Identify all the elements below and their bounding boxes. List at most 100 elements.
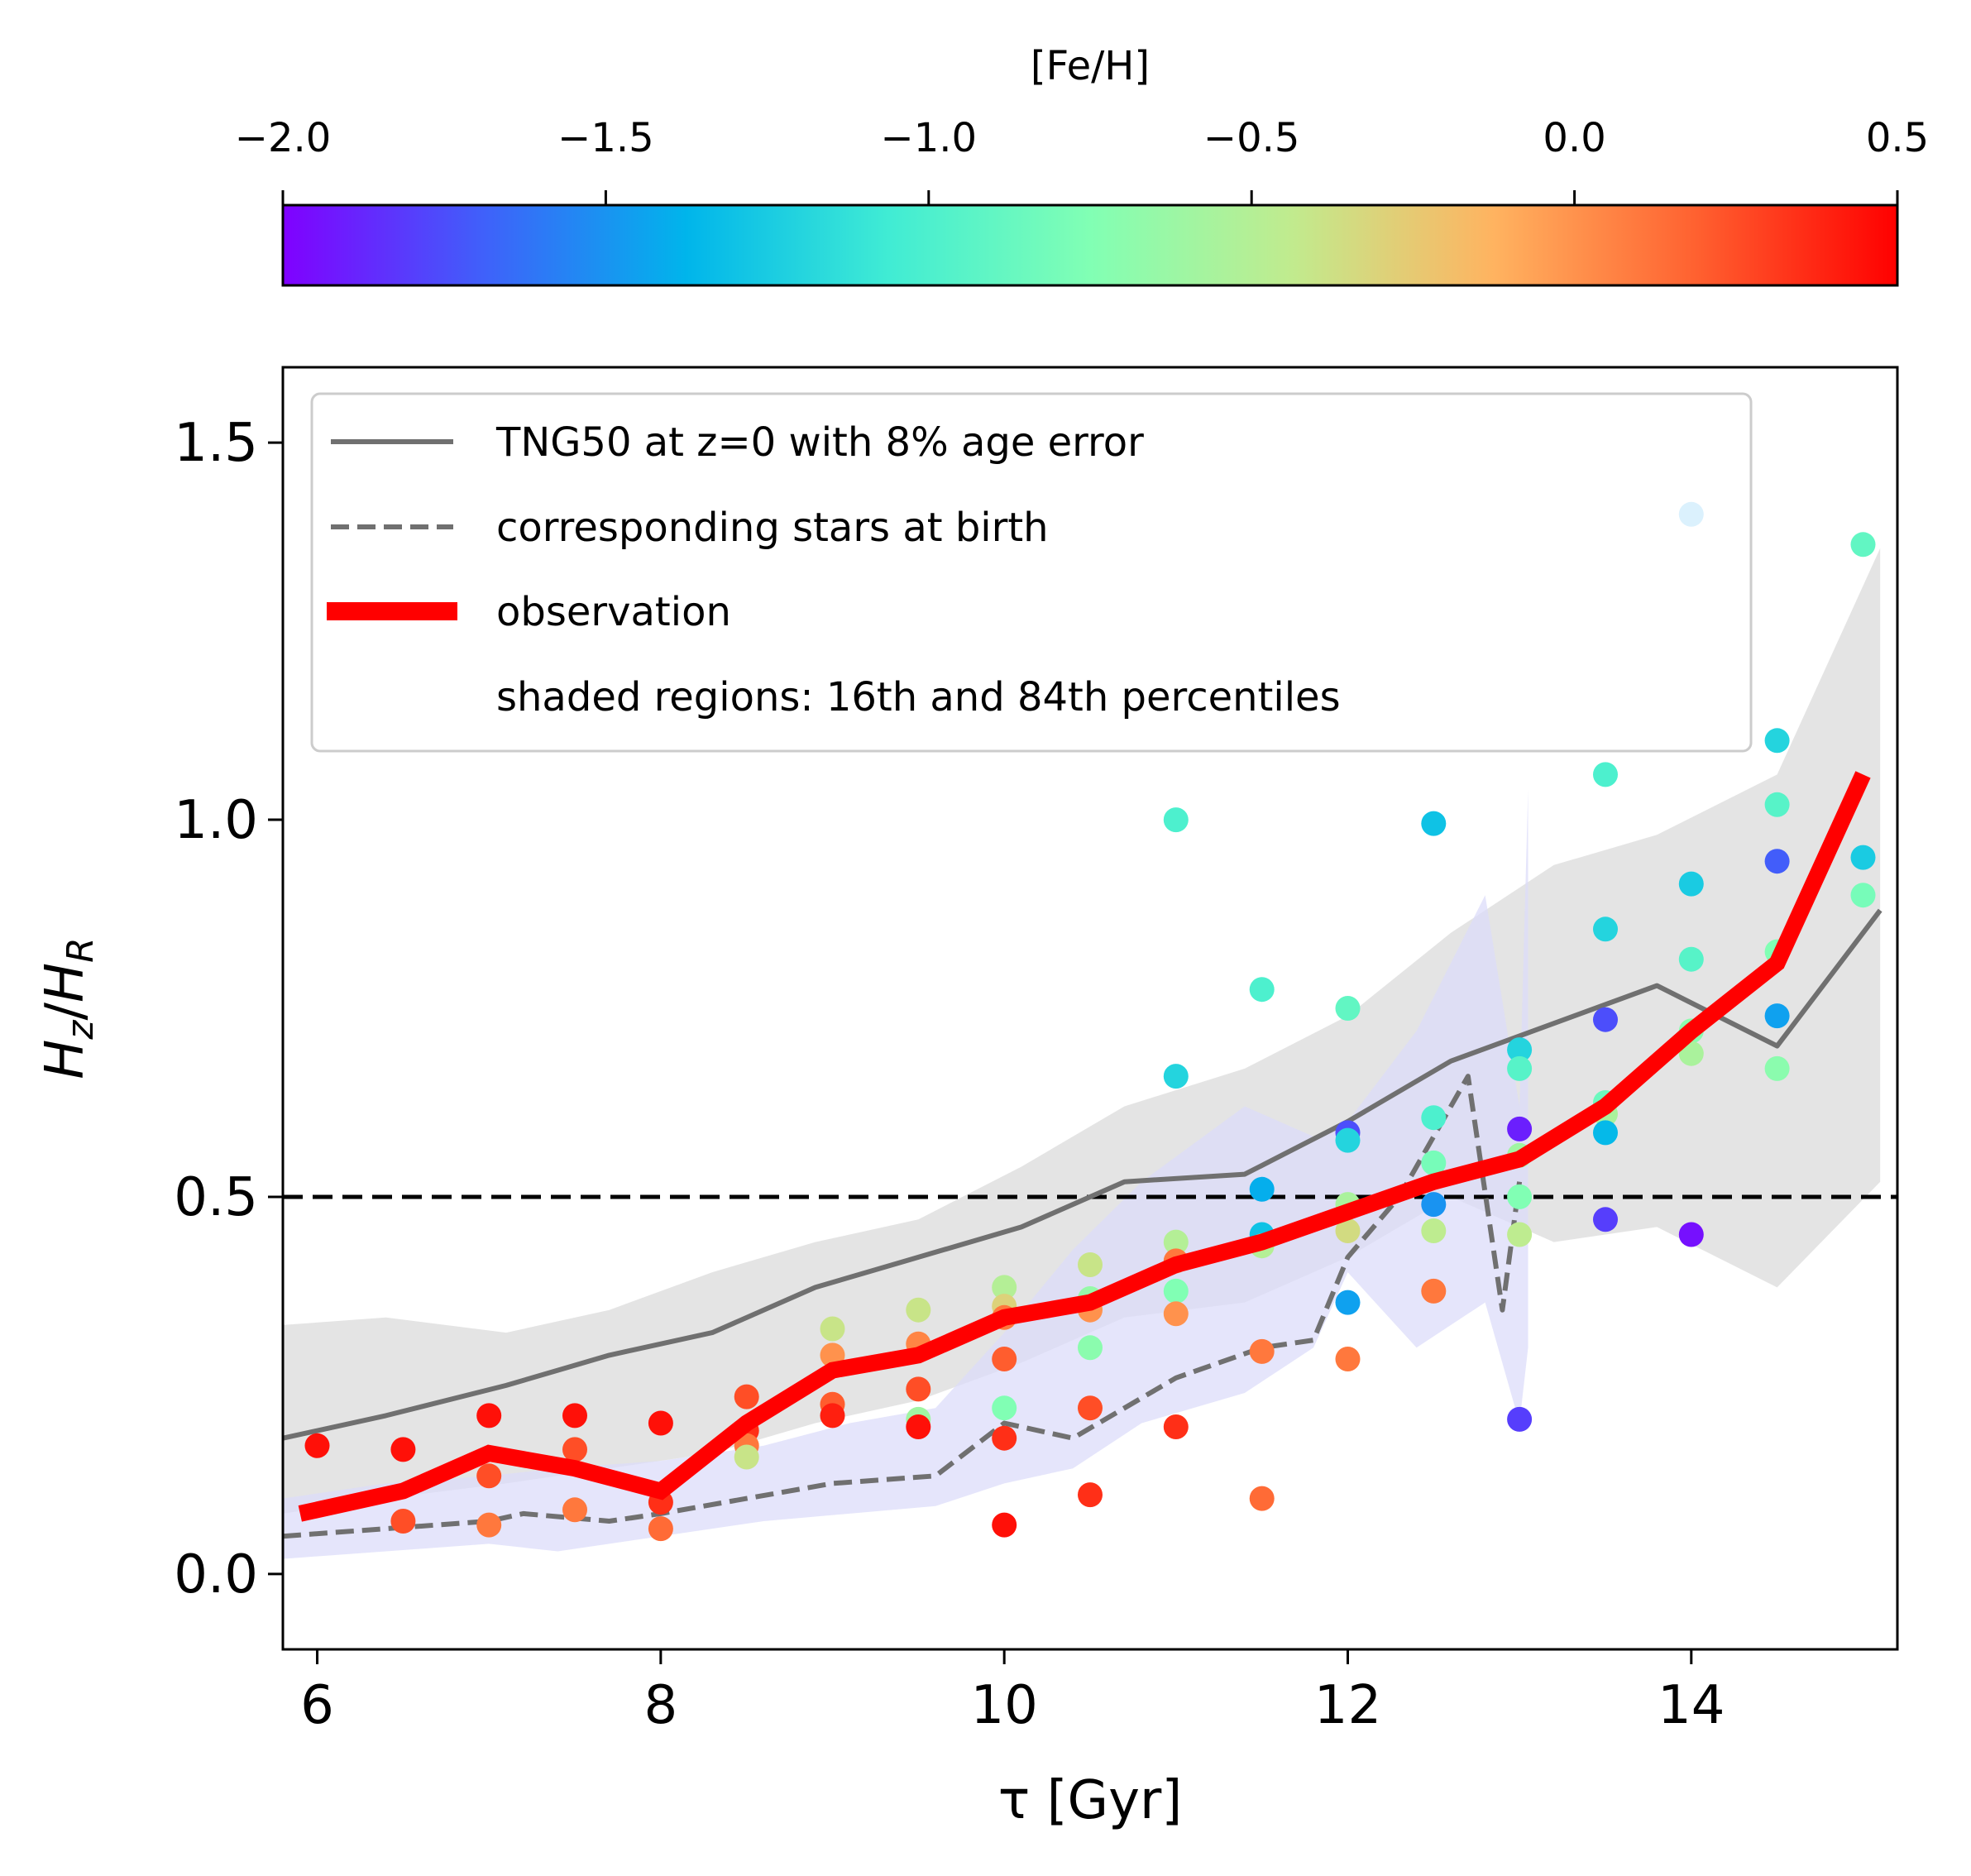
scatter-point <box>1421 1150 1447 1175</box>
scatter-point <box>562 1403 587 1429</box>
observation-line <box>298 771 1871 1522</box>
y-tick-label: 1.5 <box>174 413 258 474</box>
scatter-point <box>906 1297 931 1323</box>
scatter-point <box>1163 1278 1189 1304</box>
scatter-point <box>1593 1207 1618 1232</box>
legend-label-birth: corresponding stars at birth <box>496 505 1049 551</box>
scatter-point <box>648 1410 673 1436</box>
scatter-point <box>562 1437 587 1462</box>
scatter-point <box>734 1384 759 1409</box>
y-axis-label-sub-r: R <box>60 937 102 963</box>
scatter-point <box>1593 1120 1618 1146</box>
scatter-point <box>1421 1105 1447 1131</box>
scatter-point <box>906 1376 931 1402</box>
x-tick-label: 10 <box>970 1675 1037 1736</box>
scatter-point <box>1078 1335 1103 1361</box>
colorbar-tick-label: −1.5 <box>557 115 654 161</box>
scatter-point <box>1507 1406 1533 1432</box>
y-axis-label-sub-z: z <box>60 1020 102 1041</box>
scatter-point <box>390 1437 416 1462</box>
scatter-point <box>476 1463 502 1489</box>
colorbar: [Fe/H] −2.0 −1.5 −1.0 −0.5 0.0 0.5 <box>235 43 1929 287</box>
scatter-point <box>1249 977 1275 1003</box>
scatter-point <box>1507 1037 1533 1063</box>
colorbar-tick-label: −2.0 <box>235 115 332 161</box>
scatter-point <box>1764 728 1790 754</box>
colorbar-label: [Fe/H] <box>1031 43 1150 89</box>
scatter-point <box>562 1497 587 1523</box>
x-tick-label: 12 <box>1314 1675 1381 1736</box>
scatter-point <box>1249 1486 1275 1511</box>
scatter-point <box>820 1403 845 1429</box>
scatter-point <box>1335 996 1361 1021</box>
scatter-point <box>1078 1482 1103 1508</box>
scatter-point <box>1764 849 1790 874</box>
scatter-point <box>1507 1116 1533 1141</box>
scatter-point <box>1850 532 1876 558</box>
x-axis-label: τ [Gyr] <box>998 1770 1183 1831</box>
scatter-point <box>1850 845 1876 870</box>
scatter-point <box>476 1512 502 1538</box>
scatter-point <box>1507 1222 1533 1247</box>
scatter-point <box>734 1444 759 1470</box>
scatter-point <box>1421 1192 1447 1218</box>
colorbar-gradient <box>281 203 1899 287</box>
scatter-point <box>992 1395 1017 1421</box>
x-tick-label: 6 <box>300 1675 334 1736</box>
scatter-point <box>1421 1278 1447 1304</box>
scatter-point <box>1163 1229 1189 1255</box>
scatter-point <box>1678 1222 1704 1247</box>
scatter-point <box>1335 1218 1361 1243</box>
scatter-point <box>1764 1003 1790 1029</box>
legend-label-tng50: TNG50 at z=0 with 8% age error <box>495 419 1144 466</box>
scatter-point <box>1507 1055 1533 1081</box>
y-tick-label: 1.0 <box>174 790 258 851</box>
scatter-point <box>992 1275 1017 1300</box>
scatter-point <box>1678 871 1704 897</box>
y-axis-label-slash: / <box>35 1003 96 1021</box>
axis-ticks: 6 8 10 12 14 0.0 0.5 1.0 1.5 <box>174 413 1725 1736</box>
y-tick-label: 0.0 <box>174 1544 258 1606</box>
legend-box <box>310 392 1753 753</box>
scatter-point <box>1335 1290 1361 1315</box>
legend: TNG50 at z=0 with 8% age error correspon… <box>310 392 1753 753</box>
colorbar-tick-label: 0.0 <box>1543 115 1605 161</box>
colorbar-tick-label: 0.5 <box>1866 115 1929 161</box>
colorbar-tick-label: −1.0 <box>881 115 978 161</box>
scatter-point <box>648 1516 673 1542</box>
scatter-point <box>1163 1301 1189 1327</box>
x-tick-label: 14 <box>1658 1675 1725 1736</box>
scatter-point <box>1421 811 1447 836</box>
scatter-point <box>1593 916 1618 942</box>
scatter-point <box>1249 1338 1275 1364</box>
scatter-point <box>1163 1414 1189 1439</box>
scatter-point <box>476 1403 502 1429</box>
scatter-point <box>1850 883 1876 908</box>
scatter-point <box>390 1509 416 1534</box>
scatter-point <box>1593 762 1618 787</box>
y-axis-label: Hz/HR <box>35 937 102 1079</box>
colorbar-tick-label: −0.5 <box>1203 115 1300 161</box>
scatter-point <box>1507 1184 1533 1209</box>
scatter-point <box>1335 1347 1361 1371</box>
plot-layer <box>283 501 1897 1559</box>
scatter-point <box>906 1414 931 1439</box>
y-axis-label-h1: H <box>35 1040 96 1079</box>
scatter-point <box>992 1512 1017 1538</box>
tng50-line <box>283 908 1882 1441</box>
scatter-point <box>1764 1055 1790 1081</box>
scatter-point <box>1764 792 1790 817</box>
scatter-point <box>1163 807 1189 833</box>
plot-frame <box>281 366 1899 1651</box>
plot-area: 6 8 10 12 140.00.51.01.5 τ [Gyr] Hz/HR TNG50… <box>35 366 1899 1831</box>
scatter-point <box>1678 946 1704 972</box>
x-tick-label: 8 <box>643 1675 677 1736</box>
scatter-point <box>1421 1218 1447 1243</box>
scatter-point <box>820 1316 845 1342</box>
scatter-point <box>1335 1127 1361 1153</box>
birth-percentile-band <box>283 789 1528 1559</box>
legend-label-observation: observation <box>496 589 731 635</box>
scatter-point <box>992 1347 1017 1371</box>
scatter-point <box>1078 1252 1103 1277</box>
